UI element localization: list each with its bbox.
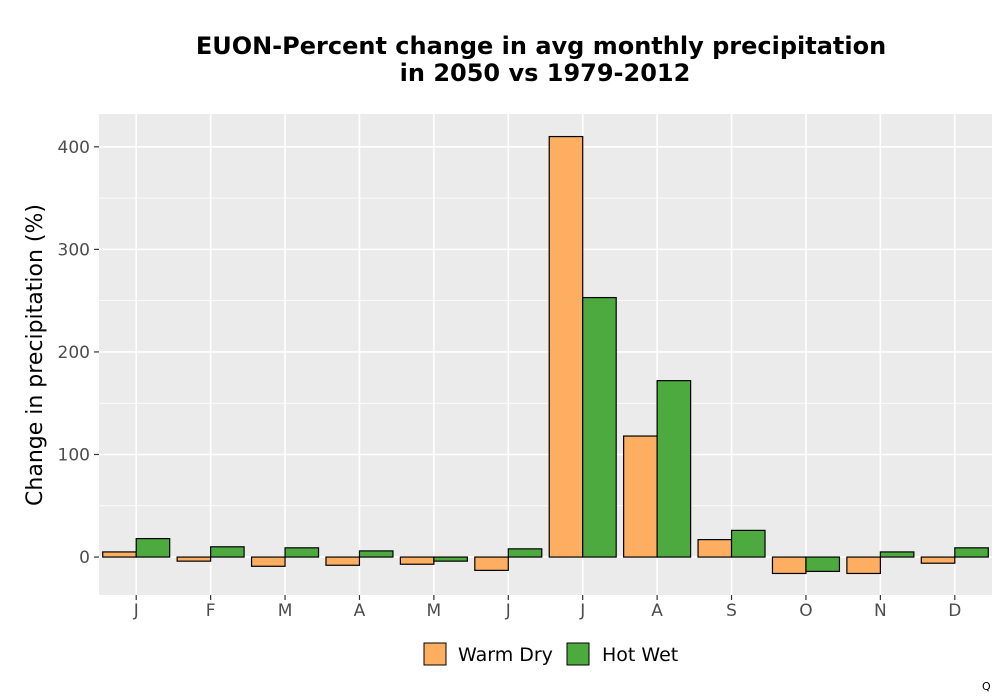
bar-hot-wet	[582, 296, 617, 558]
y-tick-label: 400	[58, 138, 90, 158]
bar-warm-dry	[474, 556, 509, 571]
bar-hot-wet	[879, 551, 915, 558]
bar-hot-wet	[805, 556, 841, 573]
bar-hot-wet	[135, 537, 171, 558]
plot-panel	[99, 114, 992, 595]
grid-major	[99, 114, 992, 595]
x-tick-label: O	[799, 601, 812, 621]
legend-key-warm-dry	[423, 642, 447, 666]
bar-warm-dry	[176, 556, 212, 562]
bar-warm-dry	[250, 556, 286, 567]
bar-warm-dry	[920, 556, 956, 564]
x-tick-label: S	[726, 601, 737, 621]
x-tick-label: D	[948, 601, 961, 621]
x-tick-label: A	[354, 601, 366, 621]
y-tick-label: 100	[58, 445, 90, 465]
y-tick-label: 300	[58, 240, 90, 260]
bar-warm-dry	[697, 539, 733, 558]
bar-hot-wet	[954, 547, 989, 558]
bar-warm-dry	[846, 556, 881, 575]
chart-title-line-1: EUON-Percent change in avg monthly preci…	[196, 32, 886, 60]
bar-warm-dry	[399, 556, 435, 565]
legend-label-hot-wet: Hot Wet	[602, 644, 678, 666]
bar-hot-wet	[507, 548, 543, 558]
legend-label-warm-dry: Warm Dry	[458, 644, 553, 666]
x-tick-label: A	[651, 601, 663, 621]
y-axis-label: Change in precipitation (%)	[23, 204, 48, 506]
x-tick-label: J	[579, 601, 585, 621]
bar-hot-wet	[433, 556, 468, 562]
bar-hot-wet	[358, 550, 394, 558]
bars	[102, 135, 989, 575]
y-axis: 0 100 200 300 400	[58, 138, 99, 568]
bar-hot-wet	[656, 380, 692, 558]
bar-hot-wet	[730, 529, 766, 558]
chart-title-line-2: in 2050 vs 1979-2012	[400, 59, 691, 87]
x-tick-label: J	[133, 601, 139, 621]
corner-mark: Q	[982, 680, 991, 693]
x-tick-label: M	[427, 601, 442, 621]
x-tick-label: J	[505, 601, 511, 621]
x-tick-label: F	[206, 601, 216, 621]
x-tick-label: M	[278, 601, 293, 621]
x-tick-label: N	[874, 601, 887, 621]
bar-hot-wet	[210, 546, 245, 558]
bar-warm-dry	[102, 551, 137, 558]
y-tick-label: 200	[58, 343, 90, 363]
bar-warm-dry	[548, 135, 584, 558]
grid-minor	[99, 197, 992, 507]
bar-hot-wet	[284, 547, 320, 558]
bar-warm-dry	[325, 556, 361, 566]
bar-warm-dry	[771, 556, 807, 575]
legend-key-hot-wet	[566, 642, 590, 666]
legend: Warm Dry Hot Wet	[423, 642, 678, 666]
bar-warm-dry	[623, 435, 658, 558]
y-tick-label: 0	[79, 548, 90, 568]
